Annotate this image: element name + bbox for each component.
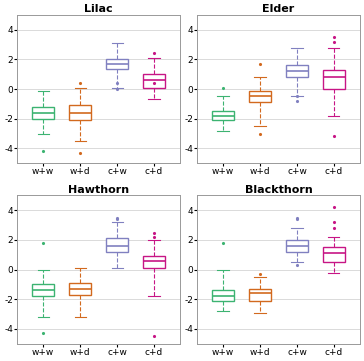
PathPatch shape: [32, 107, 54, 119]
PathPatch shape: [32, 284, 54, 296]
PathPatch shape: [106, 238, 128, 252]
PathPatch shape: [106, 59, 128, 69]
PathPatch shape: [212, 111, 234, 120]
Title: Lilac: Lilac: [84, 4, 113, 14]
PathPatch shape: [69, 283, 91, 295]
PathPatch shape: [143, 74, 165, 88]
PathPatch shape: [249, 289, 271, 301]
PathPatch shape: [286, 65, 308, 77]
PathPatch shape: [323, 247, 345, 262]
PathPatch shape: [323, 70, 345, 89]
PathPatch shape: [69, 105, 91, 120]
PathPatch shape: [212, 290, 234, 301]
PathPatch shape: [249, 91, 271, 103]
PathPatch shape: [143, 256, 165, 268]
Title: Blackthorn: Blackthorn: [245, 185, 312, 195]
PathPatch shape: [286, 240, 308, 252]
Title: Elder: Elder: [262, 4, 294, 14]
Title: Hawthorn: Hawthorn: [68, 185, 129, 195]
